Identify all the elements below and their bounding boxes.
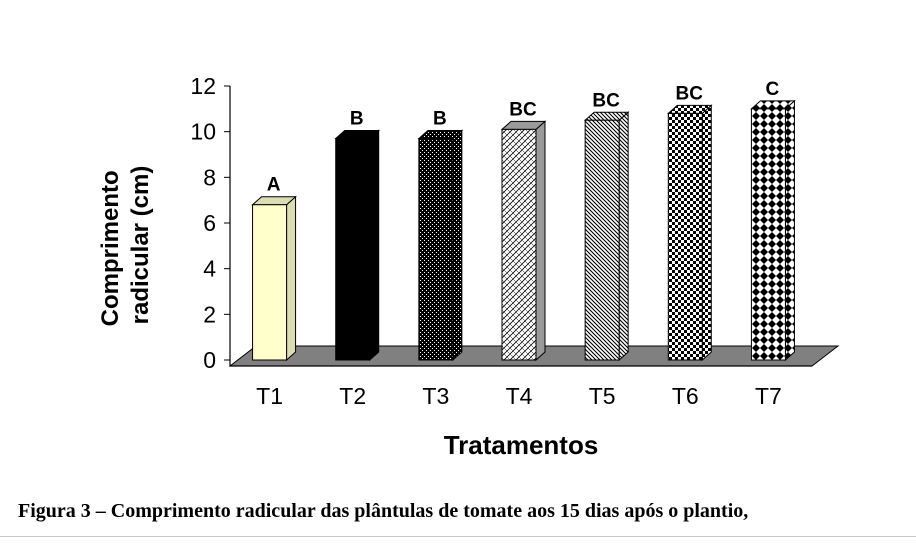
- bar-front-T1: [252, 204, 288, 361]
- bar-front-T6: [667, 112, 703, 361]
- bar-front-T4: [501, 128, 537, 361]
- y-tick-label-6: 6: [203, 210, 216, 236]
- bar-T2: [334, 129, 381, 362]
- page-divider: [0, 536, 916, 537]
- y-tick-label-8: 8: [203, 164, 216, 190]
- bar-front-T3: [418, 138, 454, 361]
- x-tick-label-T2: T2: [339, 383, 366, 409]
- significance-letter-T4: BC: [509, 99, 537, 120]
- y-tick-label-10: 10: [190, 119, 216, 145]
- y-tick-label-2: 2: [203, 301, 216, 327]
- bar-front-T5: [584, 119, 620, 361]
- bar-T6: [666, 104, 713, 362]
- y-axis-title: Comprimento radicular (cm): [97, 164, 154, 327]
- x-tick-label-T5: T5: [589, 383, 616, 409]
- y-axis-title-line-2: radicular (cm): [127, 166, 154, 325]
- y-tick-label-4: 4: [203, 256, 216, 282]
- bar-T1: [251, 195, 297, 362]
- x-tick-label-T1: T1: [256, 383, 283, 409]
- x-tick-label-T6: T6: [672, 383, 699, 409]
- bar-T3: [417, 129, 464, 362]
- significance-letter-T7: C: [766, 79, 780, 100]
- y-axis-title-line-1: Comprimento: [97, 170, 124, 326]
- y-tick-label-0: 0: [203, 347, 216, 373]
- bar-side-T2: [369, 129, 380, 362]
- significance-letter-T2: B: [350, 109, 364, 130]
- x-axis-title: Tratamentos: [444, 430, 599, 460]
- bar-side-T1: [286, 195, 297, 362]
- bar-side-T3: [452, 129, 463, 362]
- y-tick-label-12: 12: [190, 73, 216, 99]
- figure-caption: Figura 3 – Comprimento radicular das plâ…: [18, 500, 749, 522]
- bar-T7: [750, 99, 796, 362]
- x-tick-label-T3: T3: [422, 383, 449, 409]
- bar-side-T6: [701, 104, 712, 362]
- bar-T5: [583, 111, 630, 362]
- x-tick-label-T4: T4: [506, 383, 533, 409]
- significance-letter-T3: B: [433, 109, 447, 130]
- significance-letter-T1: A: [267, 175, 281, 196]
- significance-letter-T6: BC: [676, 83, 704, 104]
- bar-front-T7: [750, 108, 786, 361]
- bar-side-T7: [784, 99, 795, 362]
- x-tick-label-T7: T7: [755, 383, 782, 409]
- bar-front-T2: [335, 138, 371, 361]
- bar-T4: [500, 120, 547, 362]
- bar-side-T5: [618, 111, 629, 362]
- significance-letter-T5: BC: [592, 90, 620, 111]
- bar-side-T4: [535, 120, 546, 362]
